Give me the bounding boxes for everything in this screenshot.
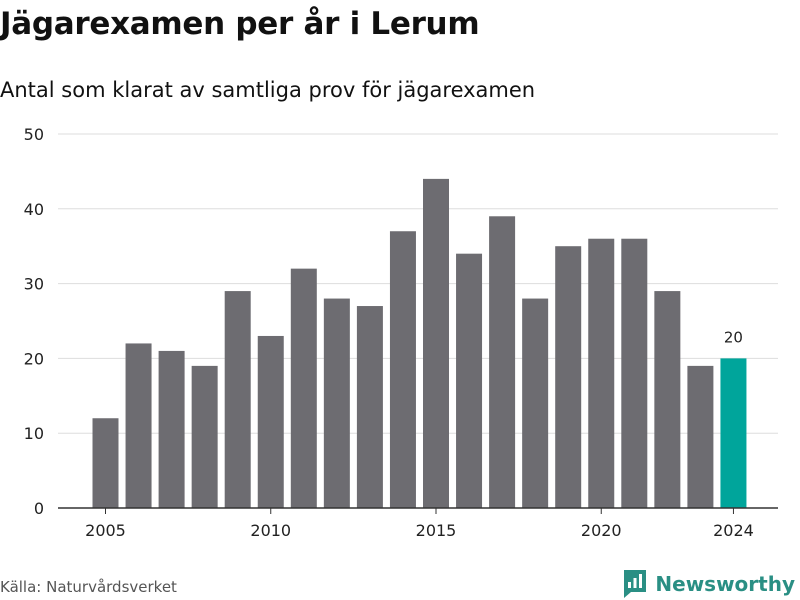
- y-tick-label: 10: [24, 424, 44, 443]
- newsworthy-logo: Newsworthy: [623, 569, 795, 599]
- y-tick-label: 0: [34, 499, 44, 518]
- bar: [555, 246, 582, 508]
- bar: [489, 216, 516, 508]
- x-tick-label: 2020: [581, 521, 622, 540]
- chart-title: Jägarexamen per år i Lerum: [0, 6, 480, 42]
- y-tick-label: 30: [24, 275, 44, 294]
- bar: [290, 268, 317, 508]
- bar: [588, 238, 615, 508]
- newsworthy-icon: [624, 570, 647, 598]
- bar: [323, 298, 350, 508]
- brand-name: Newsworthy: [655, 572, 795, 596]
- y-tick-label: 40: [24, 200, 44, 219]
- bar: [621, 238, 648, 508]
- x-tick-label: 2010: [250, 521, 291, 540]
- data-label: 20: [724, 328, 743, 346]
- bar: [191, 365, 218, 508]
- bar: [224, 291, 251, 508]
- y-tick-label: 50: [24, 125, 44, 144]
- y-tick-label: 20: [24, 349, 44, 368]
- source-note: Källa: Naturvårdsverket: [0, 578, 177, 596]
- bar: [158, 350, 185, 508]
- bar-highlight: [720, 358, 747, 508]
- chart-subtitle: Antal som klarat av samtliga prov för jä…: [0, 78, 536, 102]
- bar: [125, 343, 152, 508]
- bar: [687, 365, 714, 508]
- bar: [654, 291, 681, 508]
- bar: [92, 418, 119, 508]
- bar: [257, 335, 284, 508]
- bar: [356, 306, 383, 508]
- bar: [423, 178, 449, 508]
- bar: [522, 298, 549, 508]
- x-tick-label: 2015: [416, 521, 457, 540]
- x-tick-label: 2005: [85, 521, 126, 540]
- x-tick-label: 2024: [713, 521, 754, 540]
- bar: [456, 253, 483, 508]
- bar: [389, 231, 416, 509]
